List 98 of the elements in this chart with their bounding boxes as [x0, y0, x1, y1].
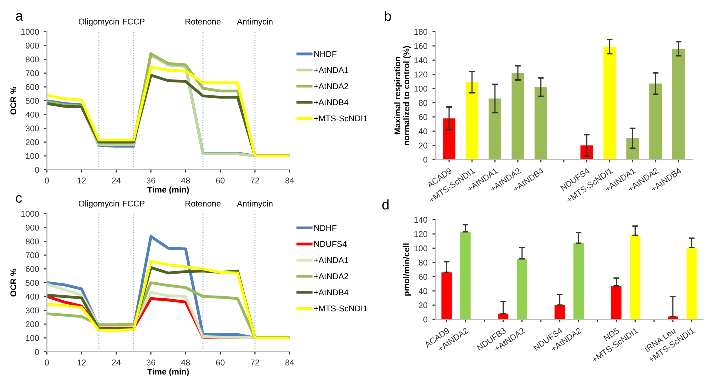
y-tick-label: 1000 [22, 29, 40, 36]
ref-line-label: Oligomycin [78, 200, 120, 208]
y-tick-label: 300 [26, 308, 40, 314]
ref-line-label: Oligomycin [78, 18, 120, 26]
ref-line-label: Rotenone [186, 18, 221, 25]
bar [517, 259, 528, 320]
y-tick-label: 60 [419, 274, 428, 280]
y-tick-label: 140 [414, 58, 428, 64]
legend-label: +AtNDA1 [314, 67, 348, 74]
bar [604, 46, 616, 160]
y-tick-label: 140 [414, 217, 428, 224]
x-tick-label: 12 [78, 360, 86, 366]
ref-line-label: Antimycin [237, 18, 273, 26]
bar [650, 84, 662, 160]
legend-label: +AtNDB4 [314, 100, 349, 106]
y-tick-label: 100 [414, 246, 428, 252]
legend-label: +AtNDA2 [314, 83, 348, 90]
legend-label: NDUFS4 [314, 241, 347, 248]
y-tick-label: 700 [26, 252, 40, 258]
y-tick-label: 200 [26, 322, 40, 328]
bar [460, 232, 471, 320]
y-tick-label: 20 [419, 142, 428, 149]
bar [611, 286, 622, 320]
y-tick-label: 160 [414, 43, 428, 50]
x-tick-label: 84 [286, 178, 294, 184]
legend-label: +AtNDA1 [314, 258, 348, 264]
x-tick-label: 24 [112, 360, 121, 366]
y-tick-label: 0 [424, 157, 428, 163]
ref-line-label: Rotenone [186, 200, 221, 207]
x-tick-label: 12 [78, 178, 86, 184]
bar [442, 272, 452, 320]
chart-title: c [16, 195, 22, 203]
bar [512, 73, 524, 160]
y-tick-label: 600 [26, 84, 40, 90]
y-tick-label: 400 [26, 112, 40, 118]
y-tick-label: 1000 [22, 211, 40, 218]
y-tick-label: 100 [26, 153, 40, 160]
x-tick-label: 60 [216, 178, 225, 184]
y-tick-label: 180 [414, 29, 428, 36]
x-tick-label: 72 [250, 178, 260, 184]
y-tick-label: 60 [419, 114, 428, 120]
y-tick-label: 900 [26, 42, 40, 49]
x-tick-label: 84 [286, 360, 294, 366]
bar [630, 236, 641, 320]
chart-title: b [385, 11, 392, 22]
y-tick-label: 800 [26, 56, 40, 63]
y-tick-label: 600 [26, 266, 40, 272]
y-tick-label: 100 [414, 86, 428, 92]
y-axis-title: Maximal respiration normalized to control (%) [394, 46, 412, 146]
y-tick-label: 400 [26, 294, 40, 300]
ref-line-label: FCCP [123, 18, 145, 25]
x-tick-label: 48 [181, 178, 190, 184]
bar [488, 98, 502, 160]
legend-label: +MTS-ScNDI1 [314, 306, 368, 312]
x-tick-label: 36 [146, 360, 156, 366]
legend-label: NHDF [314, 51, 337, 58]
ref-line-label: FCCP [123, 200, 145, 207]
y-tick-label: 80 [418, 100, 428, 106]
bar [534, 87, 548, 160]
bar [574, 243, 584, 320]
y-tick-label: 800 [26, 238, 40, 245]
y-tick-label: 40 [418, 128, 428, 134]
x-axis-title: Time (min) [148, 186, 190, 195]
chart-title: d [382, 200, 389, 210]
legend-label: +MTS-ScNDI1 [314, 116, 368, 122]
x-tick-label: 24 [112, 178, 121, 184]
y-tick-label: 900 [26, 224, 40, 231]
y-tick-label: 20 [419, 302, 428, 308]
x-tick-label: 60 [216, 360, 225, 366]
x-tick-label: 72 [250, 360, 260, 366]
x-tick-label: 36 [146, 178, 156, 184]
y-tick-label: 80 [418, 260, 428, 266]
y-tick-label: 120 [414, 72, 428, 78]
bar [443, 118, 456, 160]
y-tick-label: 300 [26, 126, 40, 132]
bar [686, 248, 698, 320]
y-tick-label: 200 [26, 140, 40, 146]
y-tick-label: 40 [418, 288, 428, 294]
y-tick-label: 500 [26, 280, 40, 286]
bar [466, 82, 479, 160]
bar [672, 49, 686, 160]
text: NDHF [314, 225, 337, 232]
y-axis-title: pmol/min/cell [403, 244, 412, 296]
chart-title: a [16, 13, 24, 22]
legend-label: +AtNDB4 [314, 290, 349, 296]
y-axis-title: OCR % [10, 269, 17, 297]
x-tick-label: 48 [181, 360, 190, 366]
y-tick-label: 100 [26, 335, 40, 342]
y-tick-label: 0 [424, 316, 428, 323]
legend-label: +AtNDA2 [314, 274, 348, 280]
y-tick-label: 700 [26, 70, 40, 76]
bar [626, 138, 640, 160]
y-tick-label: 120 [414, 231, 428, 238]
ref-line-label: Antimycin [237, 200, 273, 208]
y-tick-label: 500 [26, 98, 40, 104]
x-tick-label: 0 [45, 360, 50, 366]
y-axis-title: OCR % [10, 87, 17, 115]
x-tick-label: 0 [45, 178, 50, 184]
